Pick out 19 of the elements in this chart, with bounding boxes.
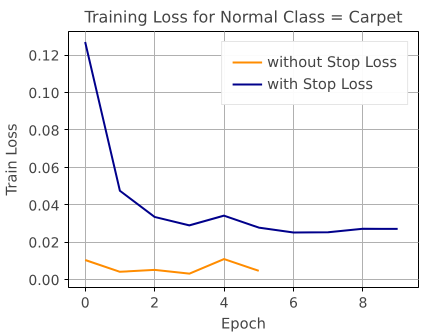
y-tick-label: 0.02 bbox=[28, 236, 60, 252]
legend-label: without Stop Loss bbox=[267, 54, 397, 70]
x-tick-label: 4 bbox=[220, 296, 229, 312]
x-axis-title: Epoch bbox=[221, 316, 266, 332]
y-tick-label: 0.06 bbox=[28, 160, 60, 177]
chart-title: Training Loss for Normal Class = Carpet bbox=[84, 8, 402, 26]
line-series bbox=[84, 40, 399, 234]
x-tick-label: 2 bbox=[150, 296, 160, 312]
y-tick-label: 0.08 bbox=[28, 123, 60, 140]
line-series bbox=[84, 258, 260, 275]
x-tick-label: 8 bbox=[358, 296, 368, 312]
x-tick-label: 6 bbox=[289, 296, 298, 312]
y-tick-label: 0.00 bbox=[28, 273, 60, 290]
x-tick-label: 0 bbox=[80, 296, 90, 312]
y-tick-label: 0.10 bbox=[28, 86, 60, 102]
y-axis-title: Train Loss bbox=[3, 124, 20, 196]
y-tick-label: 0.12 bbox=[28, 48, 60, 65]
y-tick-label: 0.04 bbox=[28, 198, 60, 214]
legend-label: with Stop Loss bbox=[267, 76, 373, 92]
